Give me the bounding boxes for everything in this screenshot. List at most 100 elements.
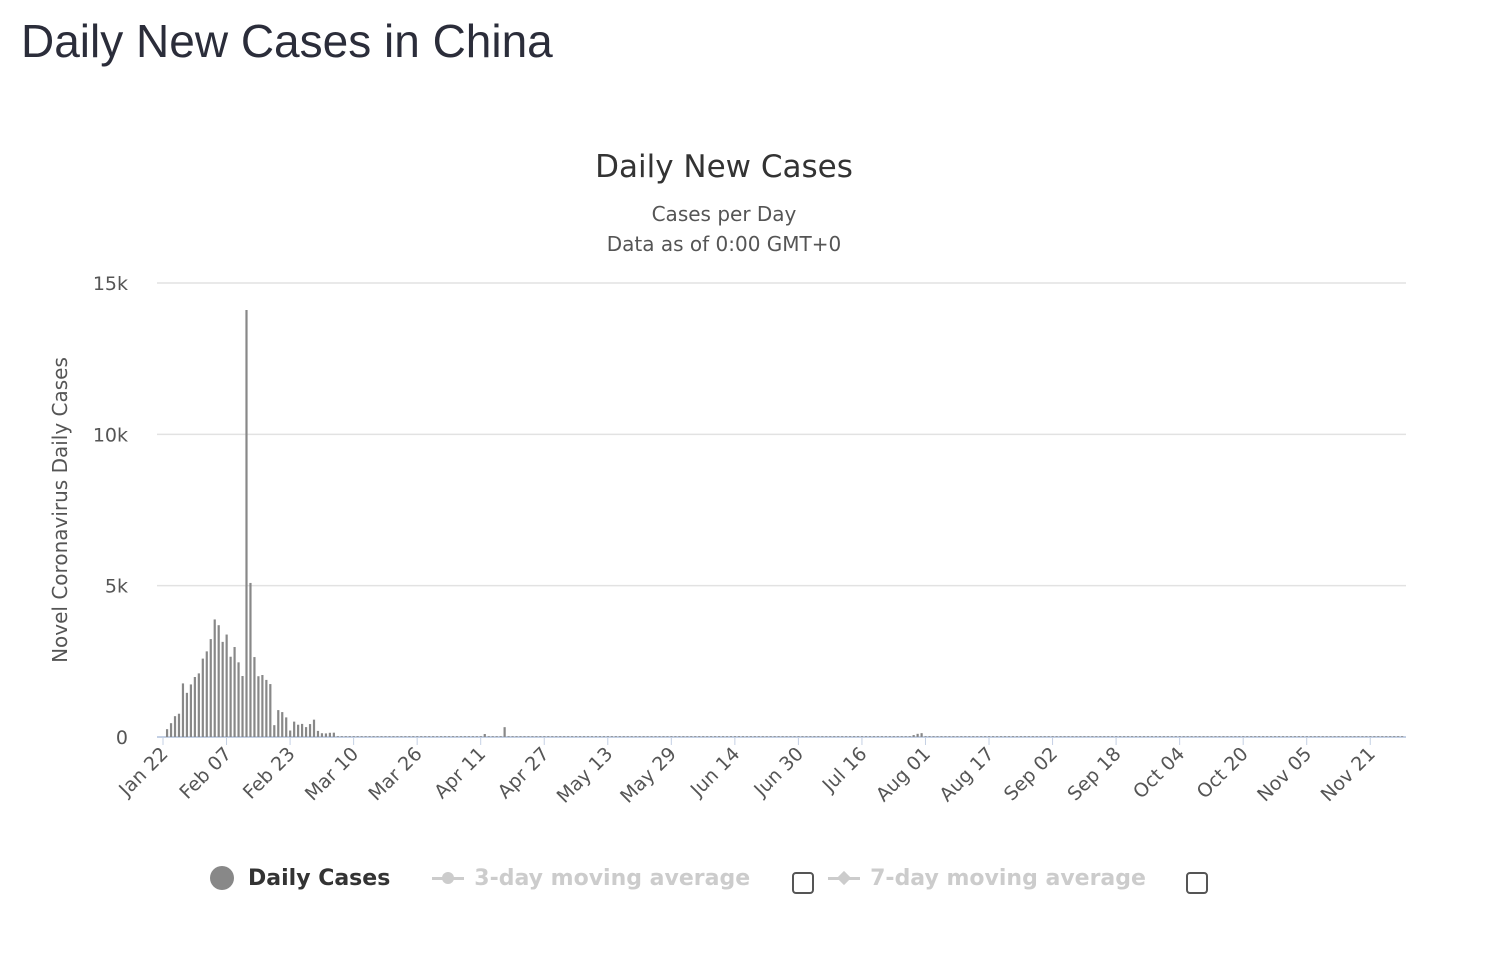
bar (364, 736, 367, 737)
x-tick-label: Apr 11 (430, 743, 490, 803)
bar (269, 684, 272, 737)
bar (884, 736, 887, 737)
bar (1127, 736, 1130, 737)
bar (487, 736, 490, 737)
bar (729, 736, 733, 737)
bar (801, 736, 804, 737)
y-tick-label: 0 (116, 727, 128, 749)
bar (1170, 736, 1173, 737)
bar (662, 736, 665, 737)
bar (1162, 736, 1165, 737)
bar (825, 736, 828, 737)
bar (1357, 736, 1360, 737)
bar (1134, 736, 1138, 737)
y-tick-label: 15k (93, 273, 128, 295)
x-tick-label: May 29 (616, 743, 681, 808)
bar (499, 736, 502, 737)
bar (320, 733, 324, 737)
bar (789, 736, 792, 737)
bar (543, 736, 546, 737)
bar (785, 736, 788, 737)
bar (1079, 736, 1082, 737)
bar (340, 736, 343, 737)
bar (944, 736, 947, 737)
bar (289, 730, 292, 737)
y-tick-label: 5k (105, 576, 128, 598)
bar (432, 736, 435, 737)
bar (249, 582, 252, 737)
bar (165, 729, 169, 737)
bar (515, 736, 518, 737)
bar (1142, 736, 1146, 737)
bar (436, 736, 439, 737)
bar (229, 656, 232, 737)
bar (1186, 736, 1189, 737)
bar (1067, 736, 1070, 737)
bar (1250, 736, 1253, 737)
x-tick-label: Aug 01 (872, 743, 935, 806)
bar (852, 736, 856, 737)
x-tick-label: Nov 21 (1317, 743, 1380, 806)
bar (348, 736, 351, 737)
bar (924, 736, 927, 737)
bar (1011, 736, 1015, 737)
bar (900, 736, 903, 737)
bar (1047, 736, 1050, 737)
bar (1051, 736, 1054, 737)
bar (1333, 736, 1336, 737)
bar (1035, 736, 1038, 737)
bar (396, 736, 399, 737)
bar (471, 736, 474, 737)
7-day-average-checkbox[interactable] (1185, 872, 1208, 894)
legend-item-7-day-average[interactable]: 7-day moving average (828, 866, 1146, 891)
bar (245, 309, 248, 737)
bar (169, 723, 173, 737)
bar (519, 736, 522, 737)
legend-item-3-day-average[interactable]: 3-day moving average (432, 866, 750, 891)
bar (555, 736, 558, 737)
bar (829, 736, 832, 737)
bar (833, 736, 836, 737)
bar (650, 736, 653, 737)
3-day-average-checkbox[interactable] (792, 872, 815, 894)
bar (1043, 736, 1046, 737)
bar (1166, 736, 1169, 737)
bar (582, 736, 586, 737)
bar (420, 736, 423, 737)
bar (1246, 736, 1249, 737)
bar (638, 736, 641, 737)
bar (622, 736, 625, 737)
bar (1154, 736, 1158, 737)
bar (261, 675, 264, 737)
bar (936, 736, 939, 737)
x-tick-label: Oct 04 (1129, 743, 1189, 803)
bar (531, 736, 534, 737)
bar (976, 736, 979, 737)
bar (1111, 736, 1114, 737)
bar (1055, 736, 1058, 737)
bar (209, 639, 212, 737)
bar (539, 736, 542, 737)
bar (1023, 736, 1026, 737)
legend-label: Daily Cases (248, 865, 391, 891)
bar (741, 736, 745, 737)
y-tick-label: 10k (93, 424, 128, 446)
bar (598, 736, 602, 737)
bar (1341, 736, 1344, 737)
bar (1277, 736, 1281, 737)
bar (1389, 736, 1392, 737)
legend-item-daily-cases[interactable]: Daily Cases (210, 866, 390, 891)
bar (809, 736, 812, 737)
bar (1214, 736, 1217, 737)
x-tick-label: Oct 20 (1193, 743, 1253, 803)
bar (1309, 736, 1312, 737)
bar (1297, 736, 1300, 737)
bar (483, 734, 486, 737)
bar (1289, 736, 1293, 737)
bar (686, 736, 689, 737)
bar (563, 736, 566, 737)
bar (630, 736, 633, 737)
bar (1281, 736, 1285, 737)
bar (368, 736, 371, 737)
page-title: Daily New Cases in China (21, 15, 553, 67)
